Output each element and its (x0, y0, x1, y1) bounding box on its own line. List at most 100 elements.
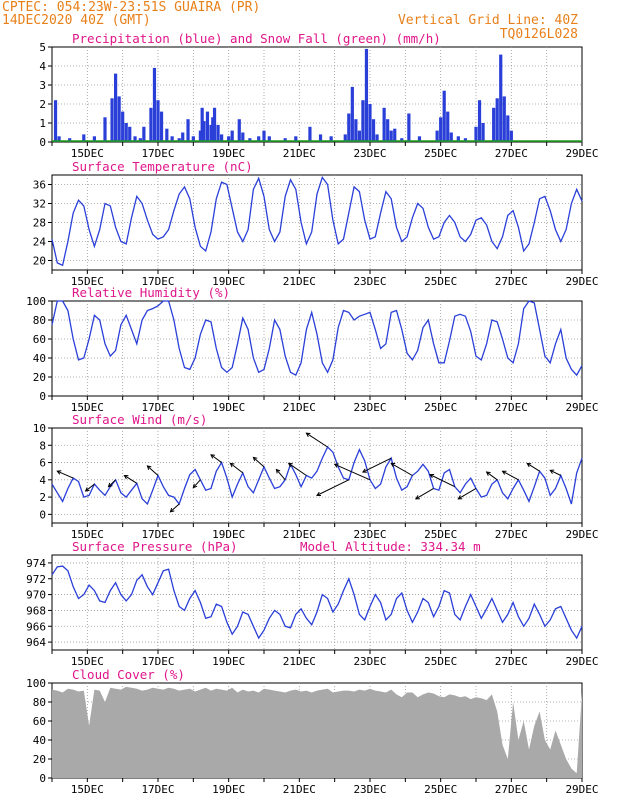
wind-arrow-head (361, 468, 367, 473)
y-tick-label: 40 (33, 352, 46, 365)
wind-arrow-shaft (275, 469, 286, 481)
y-tick-label: 60 (33, 715, 46, 728)
x-tick-label: 23DEC (353, 655, 386, 668)
x-tick-label: 17DEC (141, 528, 174, 541)
x-tick-label: 27DEC (495, 783, 528, 796)
precip-bar (121, 111, 125, 142)
y-tick-label: 28 (33, 217, 46, 230)
wind-arrow-shaft (192, 479, 201, 488)
x-tick-label: 17DEC (141, 655, 174, 668)
precip-bar (481, 123, 485, 142)
y-tick-label: 100 (26, 677, 46, 690)
wind-arrow-head (526, 462, 532, 468)
panel-title: Surface Wind (m/s) (72, 412, 207, 427)
precip-bar (495, 98, 499, 142)
precip-bar (82, 134, 86, 142)
wind-arrow-head (287, 462, 293, 468)
y-tick-label: 20 (33, 255, 46, 268)
chart-panel-3: 0 20 40 60 80 100 15DEC 17DEC 19DEC 21DEC 23DEC 25D… (26, 285, 598, 414)
chart-panel-2: 20 24 28 32 36 15DEC 17DEC 19DEC 21DEC 23DEC 25DEC… (33, 159, 599, 288)
x-tick-label: 25DEC (424, 275, 457, 288)
wind-arrow-shaft (85, 483, 95, 492)
wind-arrow-head (333, 463, 339, 468)
precip-bar (400, 138, 404, 142)
wind-arrow-head (84, 487, 90, 492)
precip-bar (133, 136, 137, 142)
precip-bar (502, 96, 506, 142)
precip-bar (68, 138, 72, 142)
x-tick-label: 21DEC (283, 655, 316, 668)
series-line (51, 565, 583, 640)
y-tick-label: 36 (33, 179, 46, 192)
wind-arrow-head (457, 495, 463, 500)
y-tick-label: 0 (39, 390, 46, 403)
precip-bar (114, 73, 118, 142)
panel-frame (51, 554, 583, 651)
panel-group: 0 1 2 3 4 5 15DEC 17DEC 19DEC 21DEC 23DEC 25DEC 27DE… (26, 31, 598, 796)
precip-bar (230, 130, 234, 142)
x-tick-label: 25DEC (424, 401, 457, 414)
precip-bar (343, 134, 347, 142)
y-tick-label: 20 (33, 753, 46, 766)
x-tick-label: 19DEC (212, 147, 245, 160)
x-tick-label: 29DEC (565, 147, 598, 160)
precip-bar (205, 111, 210, 142)
chart-panel-6: 0 20 40 60 80 100 15DEC 17DEC 19DEC 21DEC 23DEC 25D… (26, 667, 598, 796)
panel-title: Precipitation (blue) and Snow Fall (gree… (72, 31, 441, 46)
precip-bar (186, 119, 190, 142)
precip-bar (329, 136, 333, 142)
panel-frame (51, 46, 583, 143)
precip-bar (181, 132, 185, 142)
wind-arrow-head (549, 469, 555, 474)
precip-bar (149, 107, 153, 142)
chart-panel-1: 0 1 2 3 4 5 15DEC 17DEC 19DEC 21DEC 23DEC 25DEC 27DE… (39, 31, 598, 160)
wind-arrow-head (56, 470, 62, 475)
precip-bar (318, 134, 323, 142)
wind-arrow-shaft (108, 479, 116, 488)
x-tick-label: 29DEC (565, 401, 598, 414)
y-tick-label: 970 (26, 589, 46, 602)
x-tick-label: 29DEC (565, 275, 598, 288)
y-tick-label: 6 (39, 457, 46, 470)
precip-bar (191, 136, 195, 142)
wind-arrow-shaft (288, 462, 307, 476)
wind-arrow-head (169, 507, 175, 513)
precip-bar (350, 86, 354, 142)
wind-arrow-shaft (502, 470, 519, 481)
wind-arrow-shaft (390, 462, 413, 476)
y-tick-label: 60 (33, 333, 46, 346)
x-tick-label: 17DEC (141, 275, 174, 288)
precip-bar (357, 130, 361, 142)
precip-bar (53, 100, 58, 142)
cloud-cover-area (52, 686, 582, 778)
precip-bar (124, 123, 128, 142)
precip-bar (456, 136, 460, 142)
wind-arrow-head (123, 474, 129, 480)
precip-bar (110, 98, 114, 142)
precip-bar (439, 117, 443, 142)
wind-arrow-shaft (210, 454, 222, 463)
precip-bar (211, 117, 215, 142)
series-line (51, 175, 583, 267)
precip-bar (212, 107, 217, 142)
precip-bar (57, 136, 61, 142)
panel-frame (51, 300, 583, 397)
precip-bar (347, 113, 351, 142)
wind-arrow-shaft (230, 463, 244, 474)
precip-bar (92, 136, 96, 142)
wind-arrow-head (485, 471, 491, 476)
y-tick-label: 32 (33, 198, 46, 211)
wind-arrow-head (316, 491, 322, 496)
precip-bar (371, 119, 376, 142)
y-tick-label: 8 (39, 439, 46, 452)
y-tick-label: 4 (39, 60, 46, 73)
precip-bar (361, 100, 365, 142)
x-tick-label: 15DEC (71, 528, 104, 541)
wind-arrow-head (414, 495, 420, 500)
precip-bar (449, 132, 453, 142)
precip-bar (368, 104, 372, 142)
x-tick-label: 15DEC (71, 275, 104, 288)
precip-bar (477, 100, 482, 142)
panel-frame (51, 427, 583, 524)
precip-bar (393, 128, 397, 142)
